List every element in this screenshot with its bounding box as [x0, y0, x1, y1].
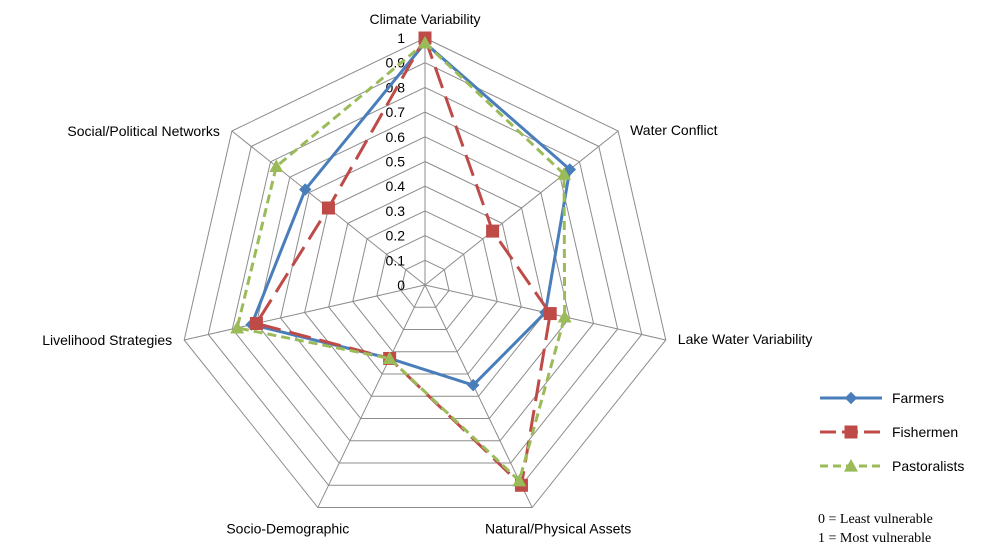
grid-ring — [400, 259, 450, 308]
axis-label-socio-demographic: Socio-Demographic — [226, 521, 349, 537]
tick-label: 0.5 — [386, 154, 406, 170]
axis-label-lake-water-variability: Lake Water Variability — [678, 331, 813, 347]
data-point-pastoralists — [557, 309, 572, 323]
tick-label: 0.6 — [386, 129, 406, 145]
axis-spoke — [317, 284, 426, 508]
axis-spoke — [184, 284, 426, 341]
tick-label: 0.4 — [386, 178, 406, 194]
grid-ring — [328, 185, 522, 375]
grid-ring — [304, 160, 546, 397]
data-point-pastoralists — [269, 159, 284, 173]
axis-label-natural-physical-assets: Natural/Physical Assets — [485, 521, 631, 537]
grid-ring — [279, 136, 571, 420]
scale-note: 0 = Least vulnerable — [818, 512, 933, 527]
legend-marker — [844, 459, 858, 472]
scale-note: 1 = Most vulnerable — [818, 531, 931, 546]
tick-label: 1 — [397, 30, 405, 46]
grid-ring — [376, 235, 474, 331]
grid-ring — [352, 210, 498, 353]
data-point-fishermen — [543, 307, 557, 321]
legend-marker — [844, 425, 858, 439]
data-point-fishermen — [249, 316, 263, 330]
data-point-farmers — [299, 183, 312, 196]
axis-spoke — [424, 130, 619, 286]
legend: Farmers Fishermen Pastoralists — [820, 390, 964, 474]
data-point-pastoralists — [512, 473, 527, 487]
axis-spoke — [424, 284, 533, 508]
legend-item-fishermen: Fishermen — [820, 424, 958, 440]
tick-label: 0 — [397, 277, 405, 293]
data-point-pastoralists — [418, 35, 432, 49]
series-line-pastoralists — [235, 41, 567, 483]
legend-label: Farmers — [892, 390, 944, 406]
data-point-fishermen — [486, 224, 500, 238]
data-series — [230, 31, 577, 492]
legend-item-farmers: Farmers — [820, 390, 944, 406]
grid-ring — [231, 86, 619, 464]
series-line-farmers — [250, 41, 572, 387]
axis-label-social-political-networks: Social/Political Networks — [67, 123, 220, 139]
series-pastoralists — [230, 35, 572, 487]
legend-label: Fishermen — [892, 424, 958, 440]
data-point-farmers — [563, 163, 577, 176]
data-point-fishermen — [321, 201, 335, 215]
radial-tick-labels: 00.10.20.30.40.50.60.70.80.91 — [386, 30, 406, 293]
axis-label-climate-variability: Climate Variability — [370, 11, 481, 27]
radar-spokes — [184, 38, 666, 508]
axis-label-water-conflict: Water Conflict — [630, 122, 718, 138]
tick-label: 0.3 — [386, 203, 406, 219]
legend-label: Pastoralists — [892, 458, 964, 474]
data-point-farmers — [467, 378, 480, 392]
grid-ring — [207, 62, 643, 486]
data-point-pastoralists — [230, 320, 245, 334]
vulnerability-scale-note: 0 = Least vulnerable 1 = Most vulnerable — [818, 512, 933, 546]
legend-marker — [844, 391, 858, 405]
data-point-pastoralists — [557, 167, 572, 180]
tick-label: 0.2 — [386, 228, 406, 244]
data-point-pastoralists — [382, 351, 397, 365]
axis-label-livelihood-strategies: Livelihood Strategies — [42, 332, 172, 348]
tick-label: 0.1 — [386, 252, 406, 268]
tick-label: 0.9 — [386, 55, 406, 71]
tick-label: 0.7 — [386, 104, 406, 120]
axis-labels: Climate Variability Water Conflict Lake Wa… — [42, 11, 812, 537]
legend-item-pastoralists: Pastoralists — [820, 458, 964, 474]
grid-ring — [183, 37, 667, 509]
